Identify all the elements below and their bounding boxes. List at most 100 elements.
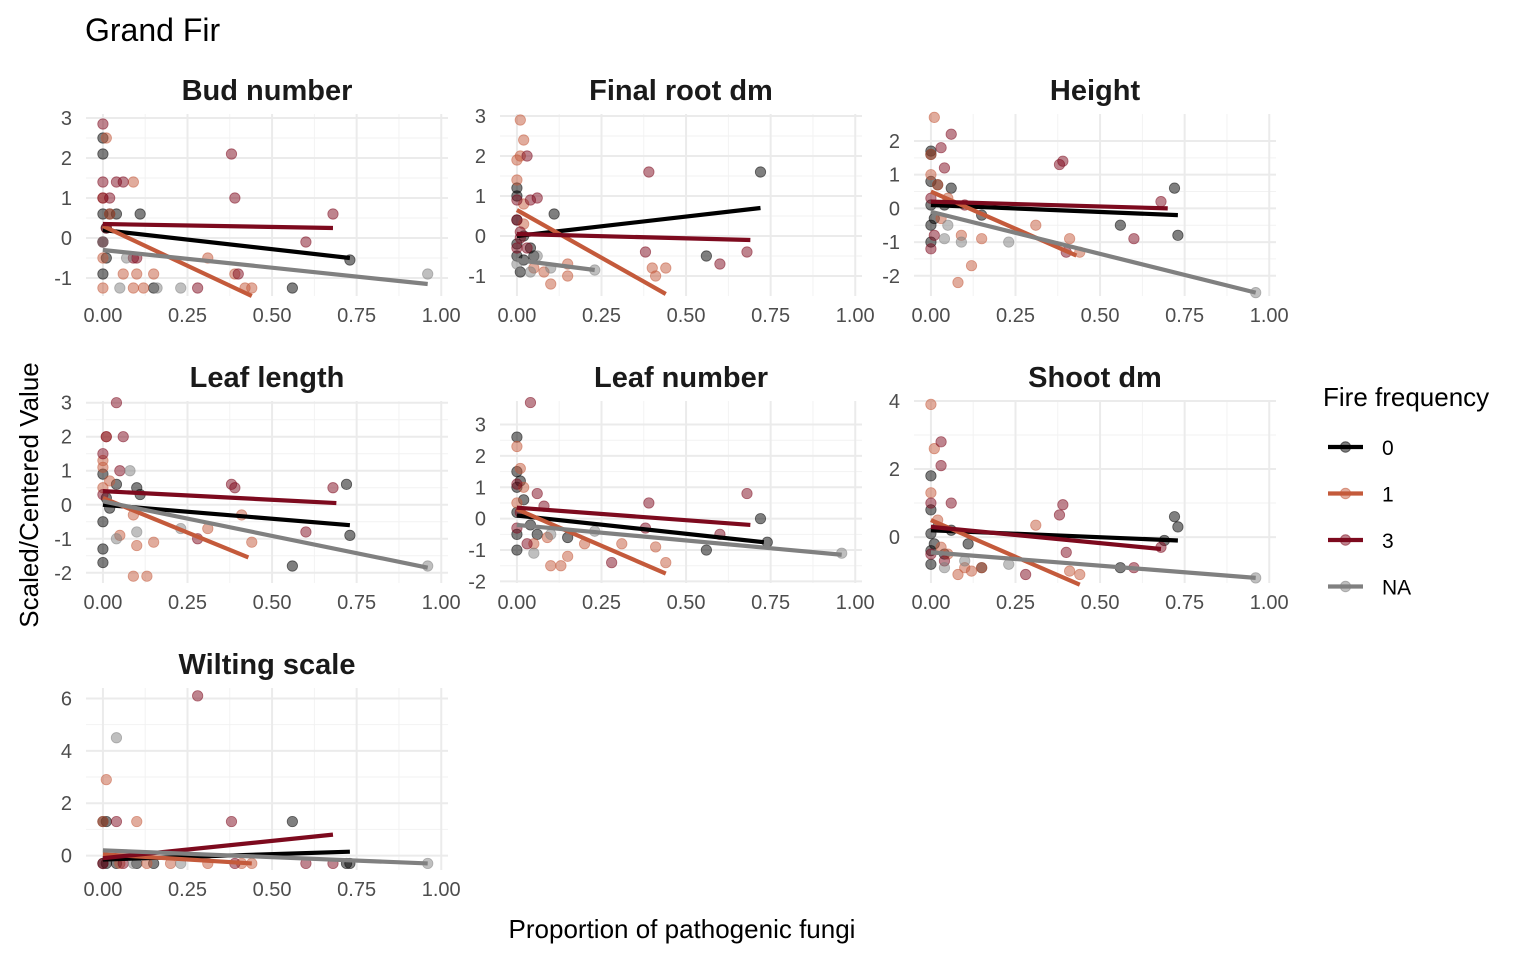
y-tick-label: 4	[61, 741, 72, 763]
fit-line-fire-na	[102, 247, 428, 287]
point-fire-1	[127, 570, 139, 582]
point-fire-3	[945, 497, 957, 509]
x-tick-label: 0.00	[497, 305, 536, 327]
point-fire-3	[97, 448, 109, 460]
point-fire-na	[531, 250, 543, 262]
point-fire-na	[1003, 236, 1015, 248]
y-tick-label: 0	[889, 198, 900, 220]
point-fire-3	[97, 176, 109, 188]
y-tick-label: 6	[61, 688, 72, 710]
legend-label: 3	[1382, 530, 1394, 553]
panel-title-leaf-number: Leaf number	[594, 362, 768, 394]
point-fire-3	[531, 487, 543, 500]
point-fire-1	[131, 268, 143, 280]
legend-title: Fire frequency	[1323, 382, 1489, 412]
point-fire-1	[660, 557, 672, 569]
y-tick-label: 1	[61, 188, 72, 210]
point-fire-0	[97, 556, 109, 569]
point-fire-3	[1128, 233, 1140, 245]
y-tick-label: 1	[889, 165, 900, 187]
point-fire-na	[524, 266, 537, 278]
x-tick-label: 1.00	[1250, 592, 1289, 614]
y-tick-label: 0	[475, 226, 486, 248]
y-tick-label: -1	[468, 540, 486, 562]
x-tick-label: 0.25	[168, 879, 207, 901]
point-fire-3	[110, 815, 123, 828]
point-fire-1	[976, 562, 988, 574]
point-fire-na	[938, 233, 951, 245]
point-fire-3	[327, 208, 339, 220]
x-tick-label: 0.75	[1165, 592, 1204, 614]
legend: Fire frequency 0 1 3 NA	[1323, 382, 1489, 600]
point-fire-1	[1030, 219, 1042, 231]
point-fire-na	[955, 236, 967, 248]
point-fire-1	[976, 233, 988, 245]
point-fire-1	[100, 132, 112, 144]
x-tick-label: 0.25	[168, 592, 207, 614]
point-fire-1	[952, 568, 964, 581]
fit-line-fire-na	[102, 499, 429, 570]
point-fire-1	[97, 815, 109, 828]
point-fire-0	[1172, 229, 1184, 241]
point-fire-1	[246, 282, 258, 294]
point-fire-1	[511, 174, 523, 186]
panel-leaf-length: Leaf length 0.00 0.25 0.50 0.75 1.00 -2 -1 0 1 2 3	[54, 362, 460, 614]
point-fire-1	[511, 440, 523, 453]
point-fire-0	[925, 558, 937, 570]
y-tick-label: 0	[61, 846, 72, 868]
legend-keys: 0 1 3 NA	[1328, 437, 1411, 600]
point-fire-3	[511, 242, 523, 254]
y-tick-label: 2	[61, 427, 72, 449]
legend-key-point	[1339, 534, 1352, 546]
point-fire-na	[938, 562, 951, 574]
x-tick-label: 1.00	[422, 879, 461, 901]
panel-final-root-dm: Final root dm 0.00 0.25 0.50 0.75 1.00 -1 0 1 2 3	[468, 75, 874, 327]
point-fire-0	[1168, 182, 1181, 194]
point-fire-1	[925, 487, 937, 499]
point-fire-0	[286, 815, 298, 828]
x-tick-label: 0.25	[168, 305, 207, 327]
fit-line-fire-3	[930, 524, 1162, 552]
point-fire-0	[531, 528, 543, 540]
point-fire-1	[104, 208, 116, 220]
point-fire-3	[1057, 155, 1069, 167]
x-tick-label: 0.00	[911, 305, 950, 327]
point-fire-1	[925, 148, 937, 161]
point-fire-3	[192, 690, 204, 702]
point-fire-na	[131, 526, 143, 538]
point-fire-3	[97, 118, 109, 130]
y-tick-label: 2	[61, 148, 72, 170]
point-fire-3	[110, 397, 123, 409]
x-tick-label: 0.50	[667, 592, 706, 614]
point-fire-3	[511, 194, 523, 206]
x-tick-label: 0.25	[996, 592, 1035, 614]
point-fire-1	[131, 815, 143, 828]
point-fire-0	[97, 543, 109, 555]
point-fire-0	[1114, 219, 1126, 231]
point-fire-0	[97, 516, 109, 528]
x-tick-label: 1.00	[422, 305, 461, 327]
panel-shoot-dm: Shoot dm 0.00 0.25 0.50 0.75 1.00 0 2 4	[889, 362, 1289, 614]
y-tick-label: -1	[882, 232, 900, 254]
panel-leaf-number: Leaf number 0.00 0.25 0.50 0.75 1.00 -2 -1 0 1 2 3	[468, 362, 874, 614]
fit-line-fire-0	[930, 202, 1178, 218]
fit-line-fire-3	[102, 832, 334, 861]
point-fire-3	[521, 150, 533, 162]
y-tick-label: 2	[889, 459, 900, 481]
panel-title-height: Height	[1050, 75, 1141, 107]
point-fire-3	[100, 431, 112, 443]
point-fire-3	[938, 162, 951, 174]
x-tick-label: 1.00	[1250, 305, 1289, 327]
point-fire-3	[300, 236, 312, 248]
point-fire-1	[965, 260, 978, 272]
y-tick-label: -2	[468, 571, 486, 593]
panel-bud-number: Bud number 0.00 0.25 0.50 0.75 1.00 -1 0 1 2 3	[54, 75, 460, 327]
point-fire-0	[97, 148, 109, 160]
y-tick-label: 1	[475, 477, 486, 499]
legend-item-na: NA	[1328, 577, 1411, 600]
point-fire-3	[1057, 499, 1069, 511]
point-fire-0	[754, 513, 767, 525]
point-fire-1	[97, 461, 109, 473]
point-fire-1	[545, 560, 557, 572]
